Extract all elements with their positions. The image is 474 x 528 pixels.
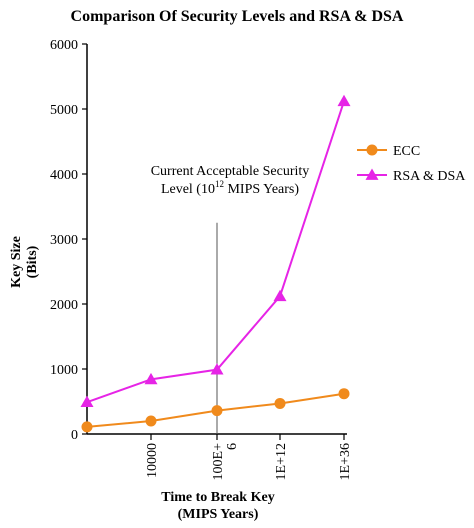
legend-item-rsa-dsa: RSA & DSA xyxy=(357,168,466,184)
x-tick-label: 100E+ xyxy=(211,443,226,481)
x-axis-label-line1: Time to Break Key xyxy=(161,490,274,505)
y-tick-label: 3000 xyxy=(50,233,78,248)
data-point-ecc xyxy=(211,405,223,417)
x-axis-label-line2: (MIPS Years) xyxy=(178,507,259,522)
y-tick-label: 2000 xyxy=(50,298,78,313)
x-tick-label-line2: 6 xyxy=(225,443,240,450)
data-point-ecc xyxy=(81,421,93,433)
data-point-ecc xyxy=(338,388,350,400)
x-tick-label: 1E+12 xyxy=(274,443,289,480)
legend-label: RSA & DSA xyxy=(393,169,466,184)
x-tick-label: 1E+36 xyxy=(338,443,353,480)
series-rsa-dsa xyxy=(80,94,351,408)
legend-label: ECC xyxy=(393,144,420,159)
data-point-rsa-dsa xyxy=(210,363,224,375)
y-tick-label: 4000 xyxy=(50,168,78,183)
y-tick-label: 6000 xyxy=(50,38,78,53)
data-point-rsa-dsa xyxy=(144,372,158,385)
plot-area: 0 1000 2000 3000 4000 5000 6000 10000 100E+ 6 1E+… xyxy=(50,38,353,480)
series-layer xyxy=(80,94,351,433)
series-ecc xyxy=(81,388,350,433)
data-point-rsa-dsa xyxy=(80,395,94,408)
x-ticks: 10000 100E+ 6 1E+12 1E+36 xyxy=(145,434,353,480)
annotation-line1: Current Acceptable Security xyxy=(151,164,310,179)
chart-title: Comparison Of Security Levels and RSA & … xyxy=(71,8,404,25)
y-ticks: 0 1000 2000 3000 4000 5000 6000 xyxy=(50,38,87,443)
data-point-ecc xyxy=(274,397,286,409)
legend-item-ecc: ECC xyxy=(357,144,420,159)
annotation-line2: Level (1012 MIPS Years) xyxy=(161,179,299,197)
y-axis-label-line2: (Bits) xyxy=(25,245,40,278)
data-point-rsa-dsa xyxy=(337,94,351,107)
series-line-rsa-dsa xyxy=(86,100,345,404)
legend: ECC RSA & DSA xyxy=(357,144,466,184)
data-point-rsa-dsa xyxy=(273,289,287,302)
annotation-suffix: MIPS Years) xyxy=(224,182,299,197)
y-axis-label-line1: Key Size xyxy=(9,236,24,288)
y-tick-label: 1000 xyxy=(50,363,78,378)
x-tick-label: 10000 xyxy=(145,443,160,478)
annotation-prefix: Level (10 xyxy=(161,182,215,197)
legend-marker xyxy=(365,168,379,180)
legend-marker xyxy=(366,144,378,156)
data-point-ecc xyxy=(145,415,157,427)
y-tick-label: 0 xyxy=(71,428,78,443)
y-axis-label: Key Size (Bits) xyxy=(9,236,40,288)
annotation-superscript: 12 xyxy=(215,179,224,189)
y-tick-label: 5000 xyxy=(50,103,78,118)
